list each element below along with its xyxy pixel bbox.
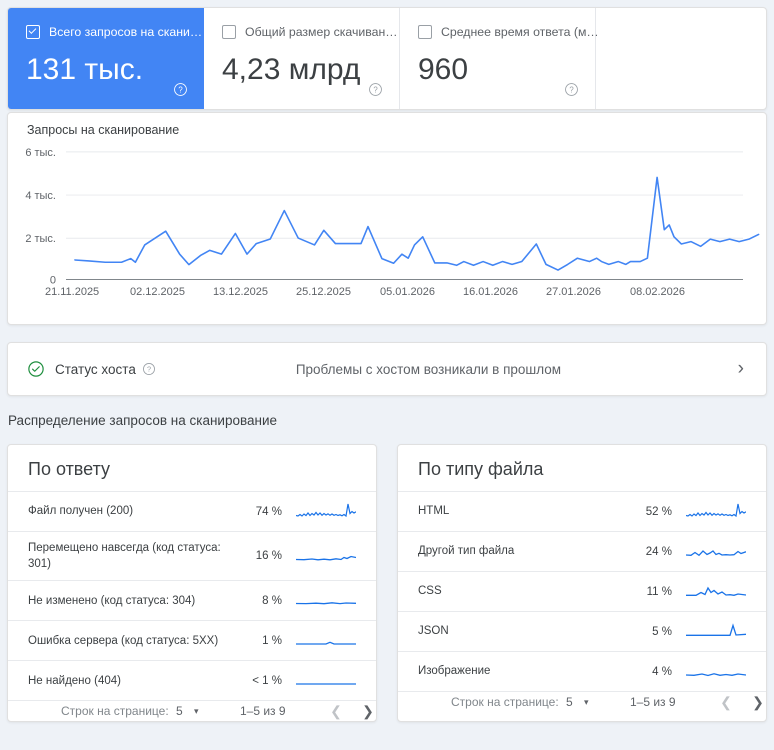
svg-text:08.02.2026: 08.02.2026: [630, 286, 685, 298]
svg-text:16.01.2026: 16.01.2026: [463, 286, 518, 298]
svg-text:?: ?: [373, 85, 378, 94]
svg-text:0: 0: [50, 275, 56, 287]
svg-text:21.11.2025: 21.11.2025: [45, 286, 99, 298]
svg-text:05.01.2026: 05.01.2026: [380, 286, 435, 298]
svg-text:?: ?: [569, 85, 574, 94]
svg-text:?: ?: [178, 85, 183, 94]
svg-text:13.12.2025: 13.12.2025: [213, 286, 268, 298]
svg-text:02.12.2025: 02.12.2025: [130, 286, 185, 298]
svg-text:27.01.2026: 27.01.2026: [546, 286, 601, 298]
svg-text:6 тыс.: 6 тыс.: [25, 147, 56, 159]
svg-text:?: ?: [147, 365, 151, 374]
svg-text:2 тыс.: 2 тыс.: [25, 233, 56, 245]
svg-text:4 тыс.: 4 тыс.: [25, 190, 56, 202]
svg-text:25.12.2025: 25.12.2025: [296, 286, 351, 298]
